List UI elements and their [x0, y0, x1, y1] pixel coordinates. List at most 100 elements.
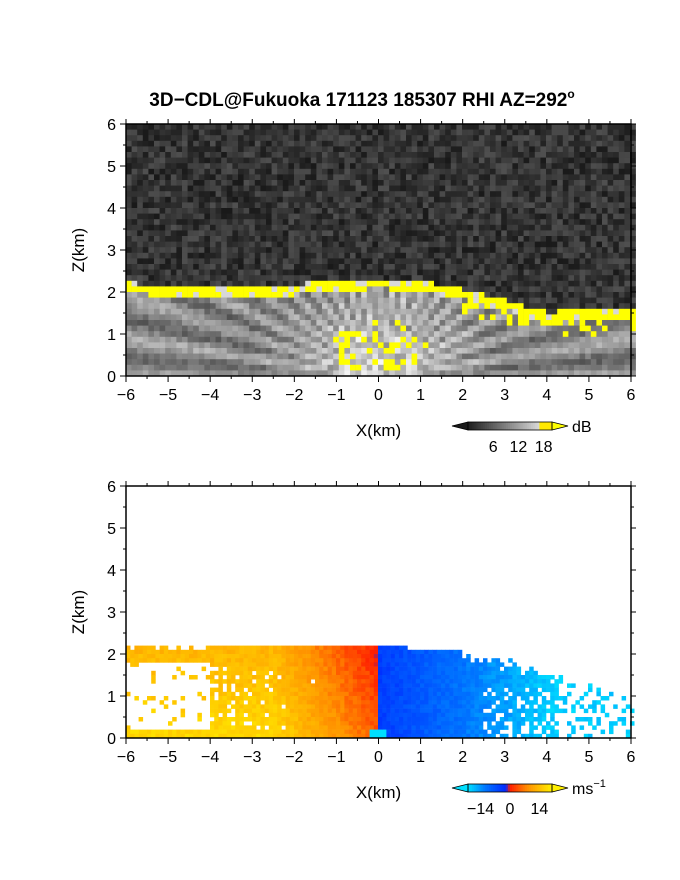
backscatter-cell [422, 236, 429, 242]
backscatter-cell [355, 202, 362, 209]
backscatter-cell [450, 258, 457, 265]
backscatter-cell [602, 275, 608, 282]
backscatter-cell [529, 140, 536, 147]
backscatter-cell [131, 370, 138, 377]
velocity-cell [281, 729, 286, 735]
velocity-cell [239, 645, 244, 651]
backscatter-cell [445, 292, 452, 298]
backscatter-cell [182, 146, 188, 153]
backscatter-cell [344, 320, 351, 326]
backscatter-cell [366, 264, 373, 270]
backscatter-cell [434, 213, 440, 220]
backscatter-cell [299, 353, 306, 360]
backscatter-cell [210, 258, 216, 265]
backscatter-cell [590, 140, 597, 147]
velocity-cell [239, 662, 244, 667]
backscatter-cell [294, 269, 300, 276]
backscatter-cell [389, 275, 396, 282]
backscatter-cell [551, 342, 558, 349]
backscatter-cell [490, 342, 496, 349]
backscatter-cell [523, 180, 530, 186]
backscatter-cell [142, 320, 149, 326]
backscatter-cell [333, 359, 340, 366]
velocity-cell [319, 704, 324, 709]
backscatter-cell [501, 297, 508, 304]
backscatter-cell [411, 314, 418, 321]
backscatter-cell [439, 185, 446, 192]
backscatter-cell [484, 129, 491, 136]
velocity-cell [218, 708, 223, 714]
backscatter-cell [327, 292, 334, 298]
backscatter-cell [506, 269, 513, 276]
backscatter-cell [568, 174, 575, 181]
backscatter-cell [462, 269, 468, 276]
backscatter-colorbar-cell [507, 422, 511, 430]
backscatter-cell [562, 129, 569, 136]
velocity-cell [281, 700, 286, 705]
backscatter-cell [434, 202, 440, 209]
velocity-cell [142, 645, 148, 651]
backscatter-cell [602, 359, 608, 366]
backscatter-cell [534, 168, 541, 175]
backscatter-cell [428, 292, 435, 298]
backscatter-cell [148, 286, 155, 293]
backscatter-cell [226, 359, 233, 366]
backscatter-cell [624, 224, 631, 231]
velocity-cell [285, 654, 291, 659]
backscatter-cell [411, 135, 418, 142]
backscatter-cell [355, 269, 362, 276]
backscatter-cell [260, 275, 267, 282]
backscatter-cell [534, 219, 541, 226]
backscatter-cell [310, 370, 317, 377]
backscatter-cell [316, 208, 323, 214]
backscatter-cell [495, 280, 502, 287]
backscatter-cell [187, 331, 194, 338]
backscatter-cell [400, 342, 407, 349]
backscatter-cell [361, 297, 368, 304]
velocity-cell [289, 717, 295, 722]
backscatter-cell [126, 191, 132, 198]
backscatter-cell [630, 359, 636, 366]
backscatter-cell [210, 252, 216, 259]
backscatter-cell [249, 258, 256, 265]
backscatter-cell [266, 247, 272, 254]
velocity-cell [243, 708, 249, 714]
backscatter-cell [456, 308, 463, 315]
backscatter-cell [159, 331, 166, 338]
velocity-cell [142, 654, 148, 659]
backscatter-cell [518, 286, 524, 293]
backscatter-cell [165, 331, 172, 338]
backscatter-cell [361, 269, 368, 276]
velocity-cell [239, 654, 244, 659]
backscatter-cell [333, 292, 340, 298]
backscatter-cell [557, 135, 564, 142]
backscatter-cell [624, 236, 631, 242]
backscatter-cell [422, 174, 429, 181]
backscatter-cell [249, 303, 256, 310]
backscatter-cell [417, 331, 424, 338]
backscatter-cell [579, 224, 586, 231]
backscatter-cell [462, 129, 468, 136]
backscatter-cell [596, 364, 603, 371]
backscatter-cell [585, 247, 592, 254]
backscatter-cell [618, 314, 625, 321]
backscatter-cell [316, 241, 323, 248]
backscatter-cell [249, 157, 256, 164]
backscatter-cell [462, 124, 468, 130]
backscatter-cell [607, 320, 614, 326]
backscatter-cell [215, 196, 222, 203]
backscatter-cell [165, 342, 172, 349]
backscatter-cell [198, 241, 205, 248]
backscatter-cell [417, 314, 424, 321]
backscatter-cell [170, 163, 177, 170]
backscatter-cell [378, 264, 384, 270]
backscatter-cell [361, 236, 368, 242]
backscatter-cell [260, 208, 267, 214]
backscatter-cell [529, 314, 536, 321]
backscatter-cell [154, 157, 160, 164]
backscatter-cell [316, 247, 323, 254]
backscatter-cell [338, 185, 345, 192]
velocity-cell [289, 708, 295, 714]
backscatter-cell [579, 364, 586, 371]
